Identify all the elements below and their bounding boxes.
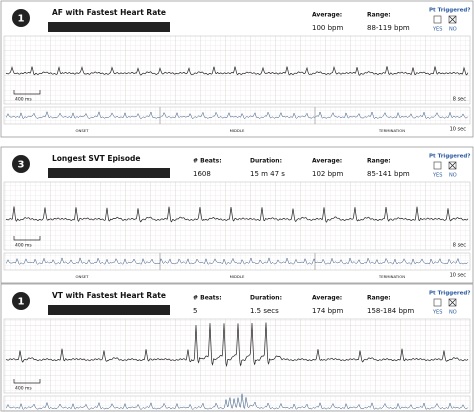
panel-number: 1 [18,14,25,25]
number-badge [12,292,30,310]
strip-duration: 8 sec [453,97,466,103]
stat-value: 1608 [193,170,211,178]
rhythm-strip [3,35,471,105]
panel-border [0,0,474,138]
ecg-trace [5,65,469,76]
overview-label: TERMINATION [378,274,405,279]
stat-label: Average: [312,158,342,165]
trigger-label: Pt Triggered? [429,8,471,14]
checkbox-yes [433,15,442,24]
stat-label: Average: [312,295,342,302]
overview-label: ONSET [76,128,90,133]
stat-label: Duration: [250,295,282,302]
panel-number: 1 [18,297,25,308]
panel-title: VT with Fastest Heart Rate [52,291,166,300]
no-label: NO [449,310,457,316]
scale-label: 400 ms [15,386,32,392]
stat-label: # Beats: [193,158,222,165]
number-badge [12,9,30,27]
stat-value: 15 m 47 s [250,170,285,178]
overview-trace [5,110,469,119]
overview-strip [3,252,471,271]
check-x [448,161,457,170]
panel-title: Longest SVT Episode [52,154,140,163]
overview-label: MIDDLE [230,128,245,133]
trigger-label: Pt Triggered? [429,291,471,297]
overview-trace [5,257,469,265]
redacted-bar [48,305,170,315]
no-label: NO [449,173,457,179]
stat-label: Range: [367,295,391,302]
ecg-trace [5,322,469,368]
rhythm-strip [3,181,471,251]
scale-bar [13,379,41,384]
overview-trace [5,393,469,410]
stat-label: Duration: [250,158,282,165]
stat-label: Range: [367,12,391,19]
trigger-label: Pt Triggered? [429,154,471,160]
stat-value: 158-184 bpm [367,307,414,315]
ecg-trace [5,206,469,223]
scale-label: 400 ms [15,243,32,249]
overview-label: MIDDLE [230,274,245,279]
overview-strip [3,106,471,125]
strip-duration: 8 sec [453,243,466,249]
scale-label: 400 ms [15,97,32,103]
no-label: NO [449,27,457,33]
overview-label: TERMINATION [378,128,405,133]
stat-value: 1.5 secs [250,307,279,315]
check-x [448,298,457,307]
number-badge [12,155,30,173]
panel-border [0,146,474,284]
stat-value: 102 bpm [312,170,343,178]
panel-number: 3 [18,160,25,171]
rhythm-strip [3,318,471,394]
overview-duration: 10 sec [450,127,467,133]
stat-label: Average: [312,12,342,19]
stat-value: 5 [193,307,197,315]
overview-duration: 10 sec [450,273,467,279]
scale-bar [13,236,41,241]
stat-value: 174 bpm [312,307,343,315]
redacted-bar [48,22,170,32]
checkbox-yes [433,161,442,170]
checkbox-yes [433,298,442,307]
redacted-bar [48,168,170,178]
yes-label: YES [432,310,442,316]
scale-bar [13,90,41,95]
overview-label: ONSET [76,274,90,279]
stat-value: 85-141 bpm [367,170,410,178]
stat-label: # Beats: [193,295,222,302]
yes-label: YES [432,173,442,179]
panel-title: AF with Fastest Heart Rate [52,8,166,17]
stat-value: 88-119 bpm [367,24,410,32]
yes-label: YES [432,27,442,33]
stat-value: 100 bpm [312,24,343,32]
stat-label: Range: [367,158,391,165]
check-x [448,15,457,24]
